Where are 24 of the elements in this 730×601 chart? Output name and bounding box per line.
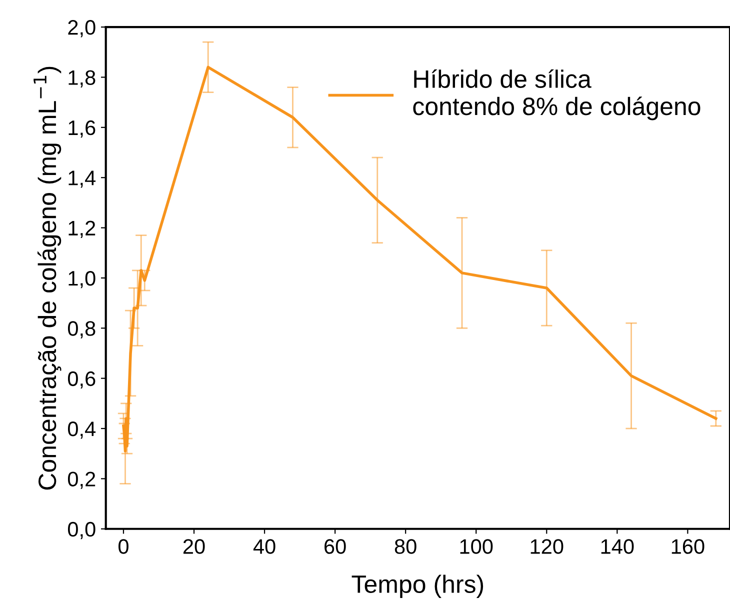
- y-tick-label: 2,0: [68, 20, 96, 38]
- y-tick-label: 1,4: [68, 170, 96, 188]
- y-tick-label: 0,0: [68, 522, 96, 540]
- x-tick-label: 160: [672, 539, 704, 554]
- x-tick-label: 100: [460, 539, 493, 554]
- legend-label: Híbrido de sílica contendo 8% de colágeno: [413, 69, 700, 120]
- y-tick-label: 0,6: [68, 371, 96, 389]
- y-tick-label: 0,8: [68, 321, 96, 338]
- y-axis-title: Concentração de colágeno (mg mL$^{−1}$): [34, 66, 62, 490]
- x-tick-label: 40: [253, 539, 276, 554]
- x-tick-label: 140: [601, 539, 634, 554]
- y-tick-label: 1,0: [68, 270, 96, 288]
- x-tick-label: 20: [183, 539, 205, 554]
- y-tick-label: 1,2: [68, 220, 96, 238]
- y-tick-label: 1,6: [68, 120, 96, 138]
- x-tick-label: 80: [394, 539, 416, 554]
- line-series: [122, 66, 718, 452]
- x-tick-label: 120: [530, 539, 564, 554]
- y-tick-label: 1,8: [68, 70, 96, 88]
- y-tick-label: 0,2: [68, 472, 96, 489]
- x-tick-label: 0: [118, 539, 128, 554]
- x-tick-label: 60: [324, 539, 346, 554]
- x-axis-title: Tempo (hrs): [352, 574, 484, 598]
- y-tick-label: 0,4: [68, 422, 96, 439]
